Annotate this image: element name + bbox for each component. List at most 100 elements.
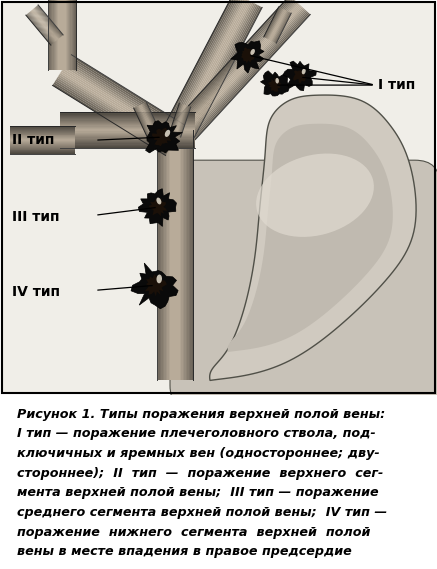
Ellipse shape: [250, 49, 255, 55]
Bar: [72, 0, 73, 70]
Bar: [176, 130, 177, 381]
Polygon shape: [177, 0, 246, 129]
Bar: [10, 131, 75, 132]
Text: I тип — поражение плечеголовного ствола, под-: I тип — поражение плечеголовного ствола,…: [17, 427, 376, 440]
Text: ключичных и яремных вен (одностороннее; дву-: ключичных и яремных вен (одностороннее; …: [17, 447, 380, 460]
Polygon shape: [188, 5, 258, 135]
Ellipse shape: [165, 130, 170, 137]
Bar: [49, 0, 50, 70]
Polygon shape: [190, 10, 306, 136]
Polygon shape: [269, 9, 284, 40]
Polygon shape: [53, 83, 167, 154]
Polygon shape: [152, 127, 171, 146]
Polygon shape: [55, 79, 169, 151]
Bar: [10, 132, 75, 133]
Polygon shape: [210, 95, 416, 381]
Polygon shape: [266, 8, 281, 38]
Polygon shape: [268, 77, 281, 92]
Polygon shape: [180, 0, 250, 131]
Polygon shape: [272, 11, 288, 42]
Bar: [10, 127, 75, 128]
Bar: [60, 118, 195, 119]
Bar: [66, 0, 67, 70]
Bar: [55, 0, 56, 70]
Bar: [10, 150, 75, 151]
Polygon shape: [177, 106, 187, 136]
Bar: [10, 147, 75, 149]
Polygon shape: [187, 4, 257, 135]
Polygon shape: [33, 9, 58, 39]
Polygon shape: [180, 0, 296, 126]
Polygon shape: [33, 9, 59, 39]
Text: вены в месте впадения в правое предсердие: вены в месте впадения в правое предсерди…: [17, 545, 352, 558]
Bar: [57, 0, 58, 70]
Bar: [56, 0, 57, 70]
Bar: [60, 123, 195, 124]
Polygon shape: [28, 13, 54, 43]
Polygon shape: [231, 41, 264, 73]
Ellipse shape: [256, 154, 374, 237]
Polygon shape: [70, 55, 184, 126]
Bar: [10, 142, 75, 143]
Polygon shape: [137, 106, 153, 139]
Polygon shape: [139, 189, 177, 226]
Polygon shape: [175, 105, 186, 135]
Polygon shape: [188, 8, 304, 134]
Polygon shape: [178, 0, 294, 125]
Polygon shape: [145, 102, 161, 135]
Bar: [10, 146, 75, 147]
Ellipse shape: [302, 68, 306, 75]
Text: Рисунок 1. Типы поражения верхней полой вены:: Рисунок 1. Типы поражения верхней полой …: [17, 408, 386, 421]
Polygon shape: [59, 73, 173, 145]
Polygon shape: [38, 5, 63, 35]
Polygon shape: [283, 61, 316, 90]
Ellipse shape: [275, 78, 279, 84]
Bar: [10, 137, 75, 138]
Bar: [60, 124, 195, 125]
Polygon shape: [274, 12, 290, 43]
Bar: [190, 130, 191, 381]
Polygon shape: [269, 10, 285, 40]
Bar: [60, 128, 195, 129]
Bar: [186, 130, 187, 381]
Polygon shape: [241, 47, 255, 63]
Polygon shape: [27, 14, 53, 44]
Bar: [60, 146, 195, 147]
Polygon shape: [173, 104, 183, 135]
Polygon shape: [265, 7, 281, 38]
Polygon shape: [146, 102, 161, 134]
Polygon shape: [141, 105, 156, 137]
Polygon shape: [173, 0, 243, 127]
Bar: [60, 145, 195, 146]
Bar: [10, 135, 75, 137]
Polygon shape: [179, 106, 190, 137]
Bar: [10, 129, 75, 130]
Polygon shape: [173, 105, 184, 135]
Polygon shape: [169, 0, 238, 125]
Bar: [60, 140, 195, 141]
Bar: [10, 138, 75, 139]
Polygon shape: [145, 274, 167, 296]
Bar: [60, 141, 195, 142]
Text: I тип: I тип: [378, 78, 415, 92]
Bar: [60, 116, 195, 117]
Bar: [68, 0, 69, 70]
Polygon shape: [35, 7, 60, 38]
Polygon shape: [181, 1, 297, 127]
Polygon shape: [274, 12, 289, 42]
Polygon shape: [69, 56, 184, 128]
Polygon shape: [145, 103, 160, 135]
Polygon shape: [140, 105, 156, 137]
Bar: [60, 114, 195, 116]
Bar: [10, 139, 75, 140]
Polygon shape: [183, 2, 252, 133]
Bar: [75, 0, 76, 70]
Polygon shape: [271, 10, 286, 40]
Polygon shape: [184, 2, 253, 133]
Polygon shape: [267, 9, 282, 39]
Polygon shape: [273, 11, 288, 42]
Polygon shape: [180, 106, 190, 137]
Bar: [60, 135, 195, 136]
Bar: [64, 0, 65, 70]
Bar: [10, 143, 75, 144]
